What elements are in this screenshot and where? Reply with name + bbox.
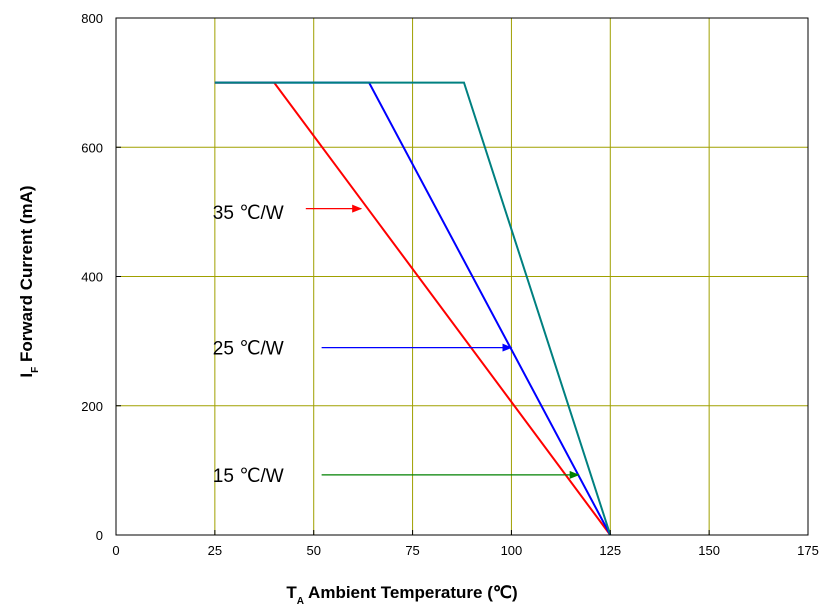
x-tick-label: 0 (112, 543, 119, 558)
y-tick-label: 400 (81, 270, 103, 285)
y-axis-title-main: I (17, 373, 36, 378)
grid (116, 18, 808, 535)
x-tick-label: 50 (306, 543, 320, 558)
series-line (214, 81, 612, 536)
y-axis-title-rest: Forward Current (mA) (17, 185, 36, 366)
x-tick-label: 150 (698, 543, 720, 558)
series-lines (214, 81, 612, 536)
x-axis-title-rest: Ambient Temperature (℃) (304, 583, 518, 602)
y-tick-label: 600 (81, 140, 103, 155)
x-tick-label: 75 (405, 543, 419, 558)
x-axis-title-subscript: A (297, 596, 304, 607)
annotation-label: 15 ℃/W (213, 466, 284, 487)
annotation-label: 25 ℃/W (213, 339, 284, 360)
y-tick-label: 200 (81, 399, 103, 414)
annotation-label: 35 ℃/W (213, 203, 284, 224)
y-axis-title: IF Forward Current (mA) (17, 185, 41, 377)
x-axis-title: TA Ambient Temperature (℃) (286, 583, 517, 607)
x-tick-label: 100 (501, 543, 523, 558)
x-tick-label: 25 (208, 543, 222, 558)
tick-labels: 0 25 50 75 100 125 150 175 0 200 400 600 800 (81, 11, 819, 558)
y-axis-title-subscript: F (30, 367, 41, 373)
annotations: 35 ℃/W 25 ℃/W 15 ℃/W (213, 203, 580, 487)
y-tick-label: 0 (96, 528, 103, 543)
y-tick-label: 800 (81, 11, 103, 26)
x-tick-label: 125 (599, 543, 621, 558)
x-axis-title-main: T (286, 583, 297, 602)
x-tick-label: 175 (797, 543, 819, 558)
